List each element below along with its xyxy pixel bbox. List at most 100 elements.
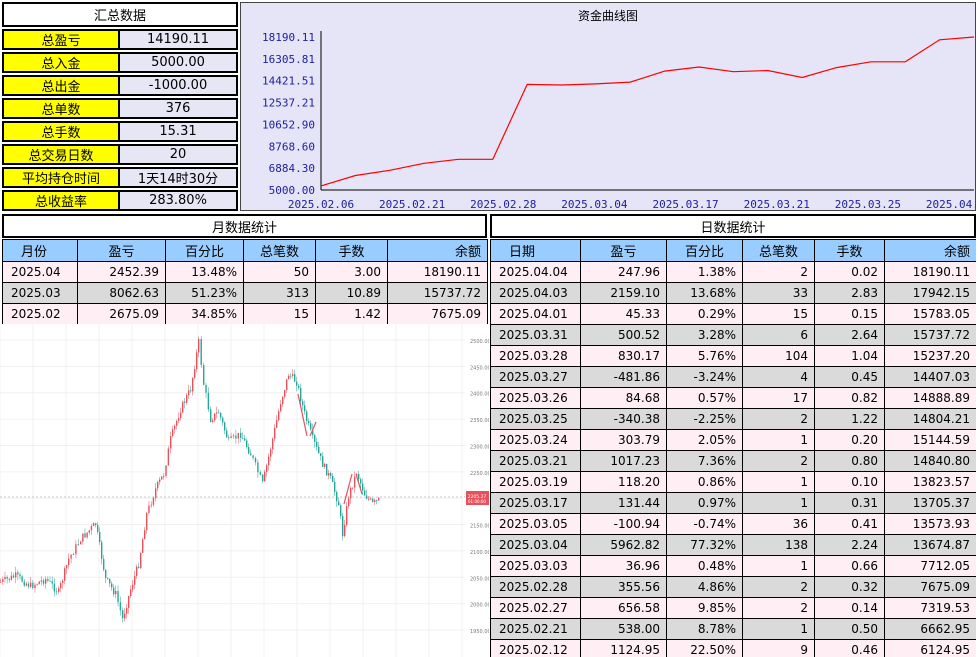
summary-value: 5000.00 <box>120 52 238 73</box>
candle-body <box>34 584 36 589</box>
table-cell: 830.17 <box>580 345 667 367</box>
candle-body <box>75 544 77 555</box>
candle-body <box>167 448 170 466</box>
table-cell: 45.33 <box>580 303 667 325</box>
table-row[interactable]: 2025.03.24 303.79 2.05% 1 0.20 15144.59 <box>490 429 976 451</box>
table-cell: 2 <box>742 261 815 283</box>
table-row[interactable]: 2025.02.28 355.56 4.86% 2 0.32 7675.09 <box>490 576 976 598</box>
summary-row: 总手数 15.31 <box>2 121 238 142</box>
table-row[interactable]: 2025.03.28 830.17 5.76% 104 1.04 15237.20 <box>490 345 976 367</box>
table-cell: 104 <box>742 345 815 367</box>
table-row[interactable]: 2025.02 2675.09 34.85% 15 1.42 7675.09 <box>2 303 488 325</box>
candle-body <box>332 475 334 482</box>
table-row[interactable]: 2025.04 2452.39 13.48% 50 3.00 18190.11 <box>2 261 488 283</box>
table-row[interactable]: 2025.03.25 -340.38 -2.25% 2 1.22 14804.21 <box>490 408 976 430</box>
table-cell: 1.04 <box>814 345 885 367</box>
table-cell: 18190.11 <box>884 261 976 283</box>
candle-body <box>42 580 45 584</box>
candle-body <box>207 392 210 410</box>
table-cell: -0.74% <box>666 513 743 535</box>
table-cell: 15144.59 <box>884 429 976 451</box>
table-cell: 10.89 <box>315 282 388 304</box>
column-header[interactable]: 百分比 <box>165 239 244 262</box>
candle-body <box>12 575 15 578</box>
candle-body <box>25 583 28 586</box>
table-row[interactable]: 2025.04.04 247.96 1.38% 2 0.02 18190.11 <box>490 261 976 283</box>
candle-body <box>103 558 105 570</box>
table-row[interactable]: 2025.03.19 118.20 0.86% 1 0.10 13823.57 <box>490 471 976 493</box>
column-header[interactable]: 总笔数 <box>742 239 815 262</box>
column-header[interactable]: 手数 <box>814 239 885 262</box>
table-row[interactable]: 2025.03.26 84.68 0.57% 17 0.82 14888.89 <box>490 387 976 409</box>
column-header[interactable]: 百分比 <box>666 239 743 262</box>
table-cell: 0.48% <box>666 555 743 577</box>
candle-body <box>19 574 21 577</box>
table-cell: 2025.04.01 <box>490 303 581 325</box>
candle-body <box>36 584 38 586</box>
candle-body <box>306 411 308 421</box>
candle-body <box>53 583 56 592</box>
table-cell: 1 <box>742 618 815 640</box>
table-cell: 7.36% <box>666 450 743 472</box>
table-row[interactable]: 2025.03.27 -481.86 -3.24% 4 0.45 14407.03 <box>490 366 976 388</box>
table-row[interactable]: 2025.02.21 538.00 8.78% 1 0.50 6662.95 <box>490 618 976 640</box>
candle-body <box>232 435 235 437</box>
column-header[interactable]: 日期 <box>490 239 581 262</box>
table-row[interactable]: 2025.04.03 2159.10 13.68% 33 2.83 17942.15 <box>490 282 976 304</box>
candle-body <box>370 498 372 500</box>
y-tick-label: 16305.81 <box>262 53 315 66</box>
table-row[interactable]: 2025.04.01 45.33 0.29% 15 0.15 15783.05 <box>490 303 976 325</box>
table-row[interactable]: 2025.03 8062.63 51.23% 313 10.89 15737.72 <box>2 282 488 304</box>
y-tick-label: 12537.21 <box>262 97 315 110</box>
table-cell: 5962.82 <box>580 534 667 556</box>
candle-body <box>342 516 344 537</box>
y-tick-label: 5000.00 <box>269 184 315 197</box>
candle-body <box>68 558 70 566</box>
candle-body <box>8 578 10 580</box>
candle-body <box>140 552 142 568</box>
table-cell: 36.96 <box>580 555 667 577</box>
trend-line <box>355 473 363 495</box>
column-header[interactable]: 盈亏 <box>77 239 166 262</box>
summary-label: 总单数 <box>2 98 120 119</box>
table-row[interactable]: 2025.03.05 -100.94 -0.74% 36 0.41 13573.93 <box>490 513 976 535</box>
column-header[interactable]: 总笔数 <box>243 239 316 262</box>
candle-body <box>322 456 324 467</box>
table-cell: 118.20 <box>580 471 667 493</box>
candle-body <box>346 506 348 526</box>
candle-body <box>244 438 246 441</box>
table-row[interactable]: 2025.02.12 1124.95 22.50% 9 0.46 6124.95 <box>490 639 976 657</box>
table-row[interactable]: 2025.03.31 500.52 3.28% 6 2.64 15737.72 <box>490 324 976 346</box>
table-row[interactable]: 2025.02.27 656.58 9.85% 2 0.14 7319.53 <box>490 597 976 619</box>
candle-body <box>186 395 188 403</box>
column-header[interactable]: 余额 <box>884 239 976 262</box>
column-header[interactable]: 余额 <box>387 239 488 262</box>
table-cell: 2025.02 <box>2 303 78 325</box>
column-header[interactable]: 手数 <box>315 239 388 262</box>
table-row[interactable]: 2025.03.21 1017.23 7.36% 2 0.80 14840.80 <box>490 450 976 472</box>
column-header[interactable]: 盈亏 <box>580 239 667 262</box>
candle-body <box>212 420 214 422</box>
equity-line <box>320 36 975 187</box>
table-cell: 1 <box>742 471 815 493</box>
table-cell: 15237.20 <box>884 345 976 367</box>
candle-body <box>310 423 312 430</box>
table-row[interactable]: 2025.03.17 131.44 0.97% 1 0.31 13705.37 <box>490 492 976 514</box>
candle-body <box>276 420 278 428</box>
table-cell: 0.31 <box>814 492 885 514</box>
summary-row: 总收益率 283.80% <box>2 190 238 211</box>
table-cell: 0.29% <box>666 303 743 325</box>
price-badge-sublabel: 01:00:00 <box>468 499 486 504</box>
column-header[interactable]: 月份 <box>2 239 78 262</box>
candle-body <box>182 401 184 413</box>
candle-body <box>242 437 244 439</box>
monthly-table: 月份 盈亏 百分比 总笔数 手数 余额 2025.04 2452.39 13.48% 50 3.0… <box>2 239 488 325</box>
table-cell: 1 <box>742 555 815 577</box>
candle-body <box>90 526 93 531</box>
candle-body <box>51 581 53 584</box>
table-cell: 1.22 <box>814 408 885 430</box>
table-row[interactable]: 2025.03.04 5962.82 77.32% 138 2.24 13674.87 <box>490 534 976 556</box>
table-cell: 131.44 <box>580 492 667 514</box>
summary-label: 平均持仓时间 <box>2 167 120 188</box>
table-row[interactable]: 2025.03.03 36.96 0.48% 1 0.66 7712.05 <box>490 555 976 577</box>
